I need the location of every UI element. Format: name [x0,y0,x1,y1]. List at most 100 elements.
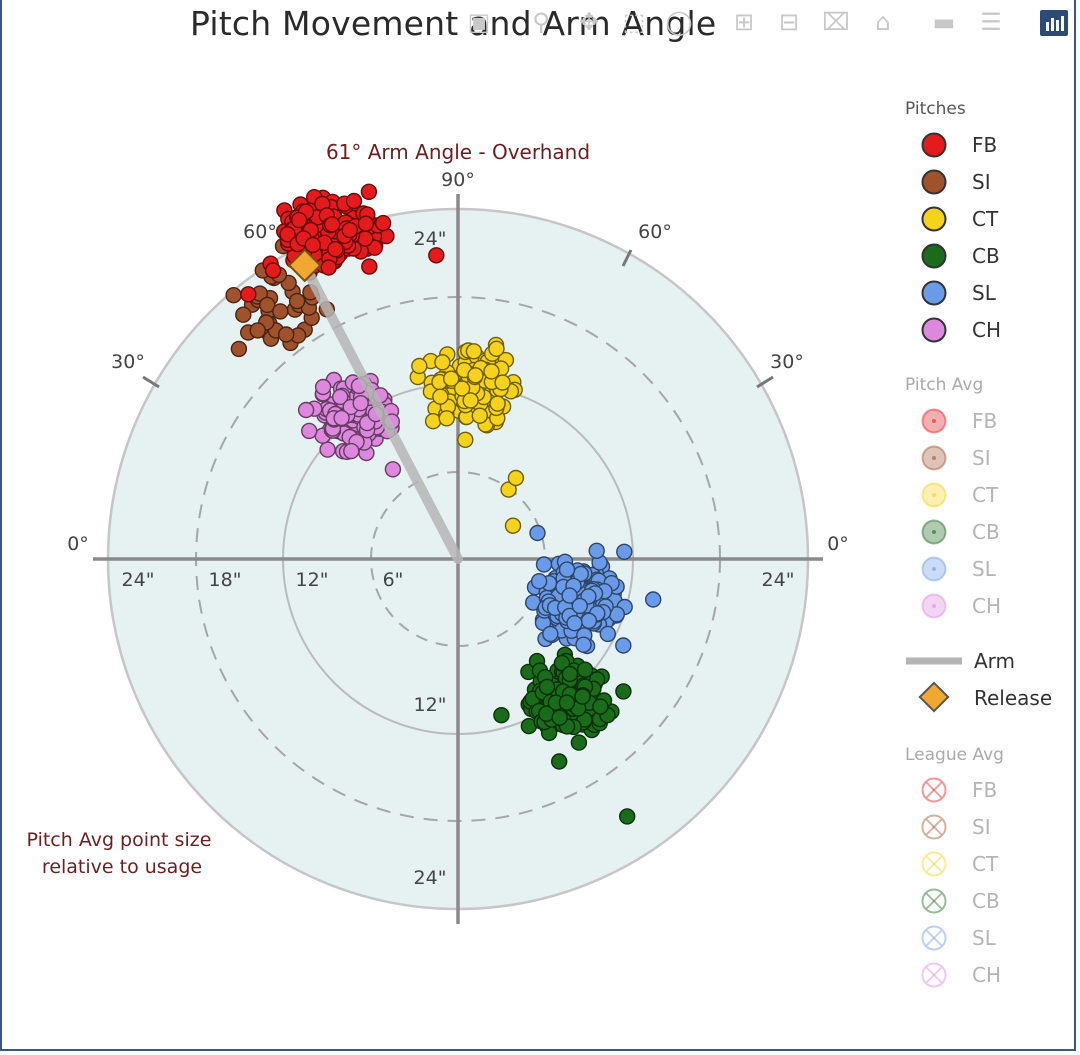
point-ct [471,407,488,424]
point-fb [428,247,445,264]
point-fb [290,211,308,229]
angle-label-30-right: 30° [770,351,804,373]
point-ct [432,388,449,405]
angle-label-0-left: 0° [67,533,89,555]
legend-label-league-fb: FB [972,778,997,802]
point-si [272,303,289,320]
legend-label-pitch-si: SI [972,170,991,194]
legend-item-league-ct[interactable]: CT [921,851,999,877]
point-ct [411,357,428,375]
lasso-icon[interactable]: ◯ [665,8,693,36]
point-ct [465,343,483,360]
legend-label-pitch-fb: FB [972,133,997,157]
legend-item-league-sl[interactable]: SL [921,925,997,951]
reset-axes-icon[interactable]: ⌂ [875,8,891,36]
legend-item-pitch-ct[interactable]: CT [921,206,999,232]
point-ch [314,378,332,396]
point-ct [438,410,455,427]
series-sl [525,524,662,655]
legend-swatch-cross-fb-0 [925,781,943,799]
spike-lines-icon[interactable]: ▬ [932,8,956,36]
point-fb [345,192,363,210]
legend-label-pitch-ct: CT [972,207,999,231]
angle-tick-30-left [142,375,160,389]
legend-label-avg-si: SI [972,446,991,470]
legend-swatch-cross-sl-0 [925,929,943,947]
plotly-logo-icon[interactable] [1040,10,1068,36]
legend-item-pitch-si[interactable]: SI [921,169,991,195]
point-sl [645,591,662,608]
chart-toolbar: ▣ ⚲ ✥ ⬚ ◯ ⊞ ⊟ ⌧ ⌂ ▬ ☰ [465,4,1075,38]
legend-swatch-pitch-si [921,169,947,195]
point-sl [529,524,546,542]
autoscale-icon[interactable]: ⌧ [822,8,850,36]
legend-item-avg-ch[interactable]: CH [921,593,1002,619]
tick-label-left-18: 18" [209,569,242,591]
point-ct [507,469,525,487]
point-ct [500,481,517,498]
box-select-icon[interactable]: ⬚ [622,8,646,36]
legend-item-avg-fb[interactable]: FB [921,408,998,434]
arm-angle-line [299,260,463,564]
legend-swatch-dot-ct [932,493,936,497]
point-ct [453,380,471,397]
point-si [225,287,242,304]
tick-label-up-24: 24" [414,228,447,250]
point-sl [530,573,548,590]
camera-icon[interactable]: ▣ [467,8,491,36]
legend-item-league-ch[interactable]: CH [921,962,1002,988]
tick-label-right-24: 24" [762,569,795,591]
legend-pitches: FB SI CT CB SL CH [921,132,1002,343]
angle-tick-30-right [756,375,774,389]
legend-item-pitch-fb[interactable]: FB [921,132,998,158]
legend-item-avg-ct[interactable]: CT [921,482,999,508]
point-sl [580,612,598,629]
legend-item-avg-cb[interactable]: CB [921,519,1000,545]
legend-item-avg-si[interactable]: SI [921,445,991,471]
legend-item-avg-sl[interactable]: SL [921,556,997,582]
pan-icon[interactable]: ✥ [578,8,600,36]
point-ct [457,431,474,448]
legend-label-release: Release [974,686,1052,710]
compare-data-icon[interactable]: ☰ [980,8,1002,36]
point-ct [434,354,451,371]
point-si [235,306,252,323]
point-ct [494,374,511,391]
zoom-icon[interactable]: ⚲ [532,8,550,36]
legend-item-pitch-cb[interactable]: CB [921,243,1000,269]
legend-swatch-pitch-ch [921,317,947,343]
zoom-in-icon[interactable]: ⊞ [733,8,755,36]
legend-swatch-pitch-sl [921,280,947,306]
pitch-points [225,183,662,825]
point-fb [374,214,392,232]
zoom-out-icon[interactable]: ⊟ [778,8,800,36]
usage-note-line1: Pitch Avg point size [27,829,212,851]
legend-item-league-fb[interactable]: FB [921,777,998,803]
legend-pitch-avg: FB SI CT CB SL CH [921,408,1002,619]
legend-item-league-si[interactable]: SI [921,814,991,840]
point-sl [599,625,616,643]
point-fb [357,215,375,232]
point-cb [538,678,556,696]
angle-label-90: 90° [441,169,475,191]
legend-title-league-avg: League Avg [905,745,1004,765]
legend-item-release[interactable]: Release [918,681,1052,713]
point-ct [467,367,484,384]
point-sl [616,543,633,560]
legend-item-arm[interactable]: Arm [906,649,1015,673]
series-ct [409,336,525,534]
point-ch [333,409,350,427]
point-si [278,326,295,343]
series-cb [493,646,636,825]
legend-item-league-cb[interactable]: CB [921,888,1000,914]
legend-swatch-pitch-cb [921,243,947,269]
point-cb [553,654,571,672]
legend-swatch-dot-ch [932,604,936,608]
legend-swatch-cross-sl-1 [925,929,943,947]
legend-item-pitch-sl[interactable]: SL [921,280,997,306]
chart-subtitle: 61° Arm Angle - Overhand [326,140,590,164]
point-fb [323,216,341,233]
legend-item-pitch-ch[interactable]: CH [921,317,1002,343]
point-ch [332,388,349,406]
